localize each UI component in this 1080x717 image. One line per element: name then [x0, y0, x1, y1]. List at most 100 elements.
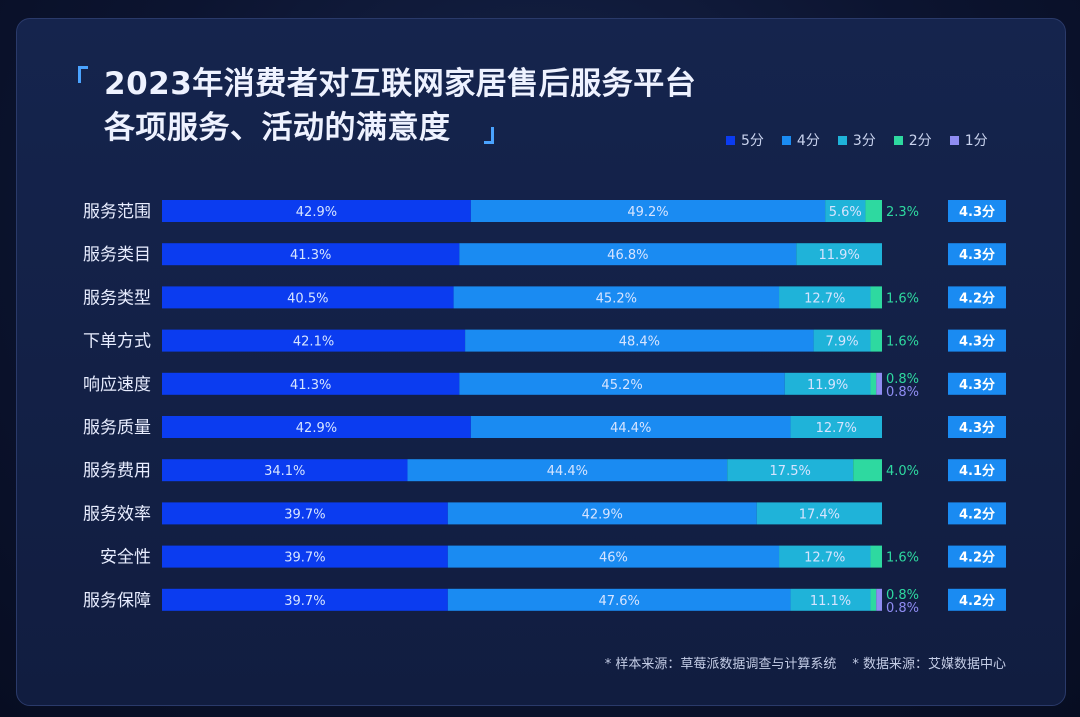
bar-segment-5分	[162, 372, 460, 395]
bar-data-label: 47.6%	[599, 594, 640, 609]
bar-data-label: 7.9%	[826, 335, 859, 350]
bar-segment-3分	[779, 286, 871, 309]
bar-data-label: 12.7%	[804, 291, 845, 306]
bar-segment-3分	[779, 545, 871, 568]
bar-segment-2分	[870, 286, 882, 309]
bar-data-label: 42.9%	[296, 205, 337, 220]
score-label: 4.2分	[959, 593, 995, 609]
legend-item-1: 5分	[726, 130, 764, 150]
bar-data-label: 39.7%	[284, 594, 325, 609]
bar-segment-4分	[465, 329, 814, 352]
score-badge	[948, 286, 1006, 309]
bar-segment-1分	[876, 588, 882, 611]
bar-segment-2分	[865, 200, 882, 222]
footnote-data-source: * 数据来源：艾媒数据中心	[852, 657, 1006, 672]
bar-data-label: 5.6%	[829, 205, 862, 220]
score-badge	[948, 502, 1006, 525]
bar-segment-5分	[162, 459, 408, 482]
bar-segment-4分	[459, 243, 797, 266]
legend-item-2: 4分	[781, 130, 820, 150]
legend-swatch-icon	[893, 135, 903, 145]
chart-title-line2: 各项服务、活动的满意度	[104, 106, 696, 150]
category-label: 服务范围	[83, 202, 151, 222]
bar-data-label: 42.9%	[582, 507, 623, 522]
bar-segment-5分	[162, 200, 471, 222]
bar-data-label: 17.4%	[799, 507, 840, 522]
category-label: 下单方式	[83, 332, 151, 352]
score-label: 4.3分	[959, 420, 995, 436]
bar-segment-3分	[727, 459, 854, 482]
bar-segment-3分	[796, 243, 882, 266]
bar-data-label: 12.7%	[816, 421, 857, 436]
bar-data-label: 49.2%	[627, 205, 668, 220]
bar-data-label: 39.7%	[284, 507, 325, 522]
bar-segment-5分	[162, 329, 466, 352]
chart-title: 2023年消费者对互联网家居售后服务平台 各项服务、活动的满意度	[104, 62, 696, 150]
score-badge	[948, 243, 1006, 266]
bar-segment-3分	[784, 372, 871, 395]
category-label: 服务类型	[83, 288, 151, 308]
title-bracket-close-icon	[484, 127, 494, 144]
bar-segment-2分	[870, 329, 882, 352]
category-label: 服务质量	[83, 418, 151, 438]
bar-data-label: 42.1%	[293, 335, 334, 350]
category-label: 服务费用	[83, 461, 151, 481]
bar-data-label-outside: 0.8%	[886, 385, 919, 400]
bar-data-label: 48.4%	[619, 335, 660, 350]
bar-data-label: 11.1%	[810, 594, 851, 609]
bar-segment-3分	[825, 200, 866, 222]
score-badge	[948, 200, 1006, 222]
bar-segment-4分	[453, 286, 780, 309]
bar-segment-4分	[447, 502, 757, 525]
bar-data-label: 46.8%	[607, 248, 648, 263]
legend-swatch-icon	[726, 135, 735, 145]
bar-segment-5分	[162, 545, 448, 568]
bar-data-label-outside: 0.8%	[886, 601, 919, 616]
score-label: 4.3分	[959, 204, 995, 220]
legend: 5分 4分 3分 2分 1分	[726, 130, 988, 150]
bar-segment-3分	[790, 588, 871, 611]
score-label: 4.1分	[959, 463, 995, 479]
bar-data-label: 41.3%	[290, 378, 331, 393]
bar-segment-4分	[459, 372, 785, 395]
score-label: 4.2分	[959, 290, 995, 306]
bar-segment-4分	[447, 588, 791, 611]
bar-data-label-outside: 1.6%	[886, 291, 919, 306]
bar-data-label-outside: 4.0%	[886, 464, 919, 479]
legend-swatch-icon	[837, 135, 847, 145]
bar-data-label: 40.5%	[287, 291, 328, 306]
title-bracket-open-icon	[78, 66, 88, 83]
bar-segment-4分	[470, 200, 826, 222]
bar-data-label: 42.9%	[296, 421, 337, 436]
bar-data-label-outside: 1.6%	[886, 335, 919, 350]
footnotes: * 样本来源：草莓派数据调查与计算系统 * 数据来源：艾媒数据中心	[605, 653, 1006, 672]
bar-segment-4分	[447, 545, 780, 568]
bar-segment-4分	[407, 459, 728, 482]
category-label: 安全性	[100, 548, 151, 568]
bar-data-label: 45.2%	[596, 291, 637, 306]
bar-data-label-outside: 1.6%	[886, 551, 919, 566]
legend-label: 2分	[908, 133, 932, 149]
bar-data-label-outside: 0.8%	[886, 372, 919, 387]
bar-segment-2分	[853, 459, 882, 482]
legend-item-5: 1分	[949, 130, 988, 150]
bar-segment-2分	[870, 372, 877, 395]
bar-segment-4分	[470, 416, 791, 438]
score-label: 4.2分	[959, 550, 995, 566]
bar-data-label: 44.4%	[547, 464, 588, 479]
score-badge	[948, 588, 1006, 611]
bar-data-label: 12.7%	[804, 551, 845, 566]
bar-segment-5分	[162, 416, 471, 438]
bar-segment-3分	[813, 329, 871, 352]
score-badge	[948, 372, 1006, 395]
footnote-sample-source: * 样本来源：草莓派数据调查与计算系统	[604, 657, 837, 672]
legend-swatch-icon	[781, 135, 791, 145]
category-label: 响应速度	[83, 375, 151, 395]
score-badge	[948, 416, 1006, 438]
bar-segment-5分	[162, 502, 448, 525]
legend-label: 1分	[964, 133, 988, 149]
chart-title-line1: 2023年消费者对互联网家居售后服务平台	[104, 66, 697, 102]
legend-item-3: 3分	[837, 130, 876, 150]
legend-item-4: 2分	[893, 130, 932, 150]
score-badge	[948, 459, 1006, 482]
